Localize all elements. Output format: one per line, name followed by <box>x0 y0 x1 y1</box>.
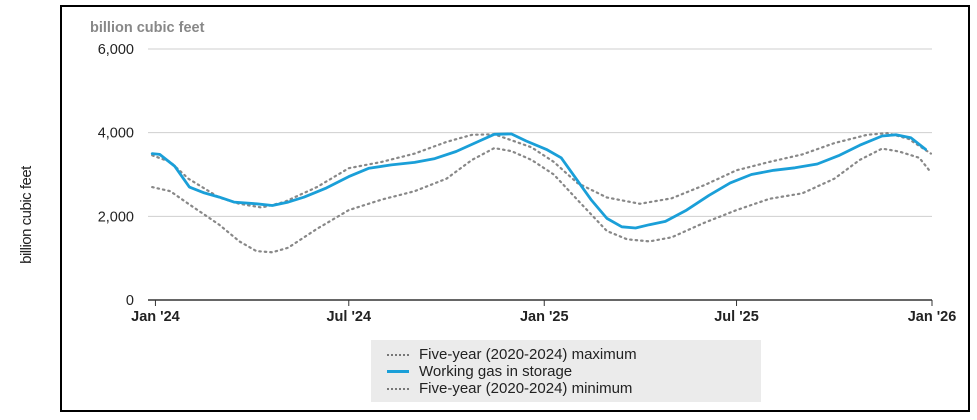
legend-label: Working gas in storage <box>419 363 573 380</box>
series-line-working-gas <box>150 132 927 230</box>
x-tick-label: Jul '25 <box>714 309 759 325</box>
series-line-five-year-range <box>151 147 932 254</box>
series-line-five-year-range <box>151 132 932 209</box>
x-ticks: Jan '24 Jul '24 Jan '25 Jul '25 Jan '26 <box>131 300 956 325</box>
legend-label: Five-year (2020-2024) minimum <box>419 380 633 397</box>
legend-label: Five-year (2020-2024) maximum <box>419 346 637 363</box>
legend-item: Working gas in storage <box>387 363 761 380</box>
y-tick-label: 2,000 <box>98 209 134 225</box>
y-tick-label: 4,000 <box>98 126 134 142</box>
outer-y-axis-label: billion cubic feet <box>18 166 35 264</box>
legend-swatch <box>387 387 409 390</box>
legend: Five-year (2020-2024) maximum Working gas… <box>371 340 761 402</box>
x-tick-label: Jan '24 <box>131 309 180 325</box>
line-chart: billion cubic feet 0 2,000 4,000 6,000 Jan … <box>90 20 956 325</box>
legend-swatch <box>387 353 409 356</box>
chart-y-axis-label: billion cubic feet <box>90 20 205 36</box>
legend-item: Five-year (2020-2024) maximum <box>387 346 761 363</box>
gridlines <box>148 48 932 301</box>
y-tick-labels: 0 2,000 4,000 6,000 <box>98 42 134 309</box>
x-tick-label: Jan '25 <box>520 309 569 325</box>
x-tick-label: Jan '26 <box>908 309 957 325</box>
y-tick-label: 0 <box>126 293 134 309</box>
chart-frame: billion cubic feet 0 2,000 4,000 6,000 Jan … <box>60 5 970 412</box>
series-lines <box>150 132 932 254</box>
x-tick-label: Jul '24 <box>326 309 371 325</box>
legend-swatch <box>387 370 409 373</box>
y-tick-label: 6,000 <box>98 42 134 58</box>
legend-item: Five-year (2020-2024) minimum <box>387 380 761 397</box>
